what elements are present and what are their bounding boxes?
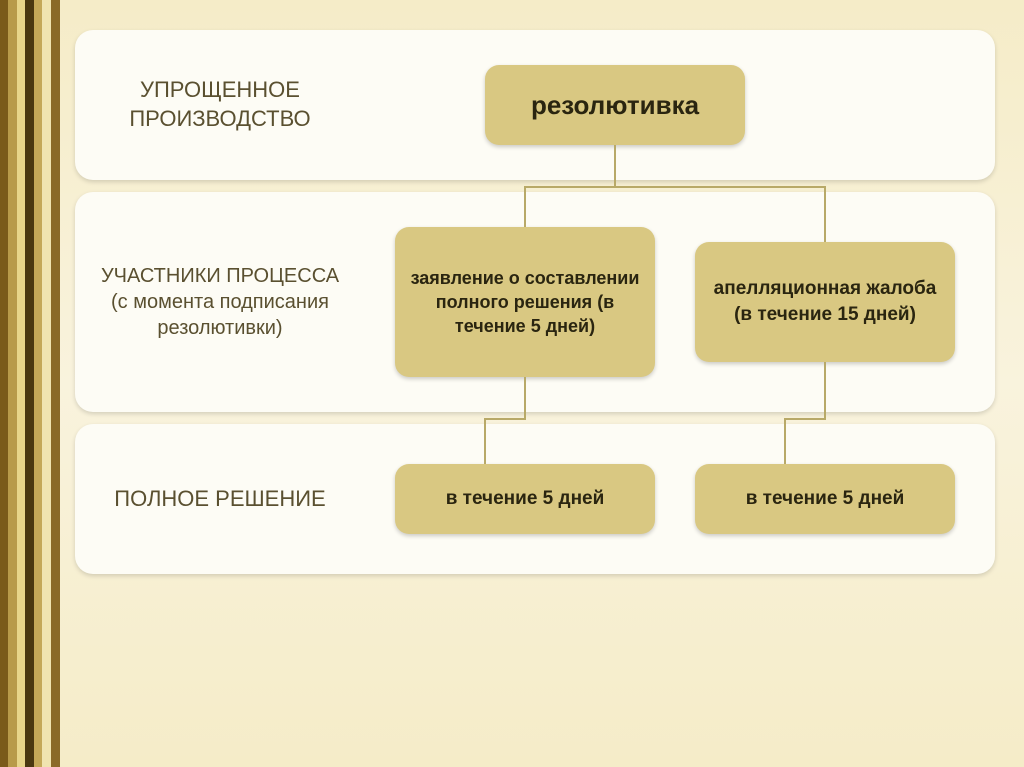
conn-to-leafL bbox=[484, 418, 486, 464]
row2-body: заявление о составлении полного решения … bbox=[365, 192, 995, 412]
row1-label: УПРОЩЕННОЕ ПРОИЗВОДСТВО bbox=[75, 56, 365, 153]
stripe-1 bbox=[8, 0, 17, 767]
node-child-right-text: апелляционная жалоба (в течение 15 дней) bbox=[710, 276, 940, 327]
conn-childL-down bbox=[524, 377, 526, 419]
conn-horizontal-R bbox=[784, 418, 826, 420]
decorative-stripes bbox=[0, 0, 60, 767]
row3-body: в течение 5 дней в течение 5 дней bbox=[365, 424, 995, 574]
row2-label: УЧАСТНИКИ ПРОЦЕССА (с момента подписания… bbox=[75, 243, 365, 361]
stripe-5 bbox=[42, 0, 51, 767]
node-child-left-text: заявление о составлении полного решения … bbox=[410, 266, 640, 339]
stripe-2 bbox=[17, 0, 25, 767]
node-leaf-left: в течение 5 дней bbox=[395, 464, 655, 534]
row-simplified-production: УПРОЩЕННОЕ ПРОИЗВОДСТВО резолютивка bbox=[75, 30, 995, 180]
row-participants: УЧАСТНИКИ ПРОЦЕССА (с момента подписания… bbox=[75, 192, 995, 412]
row3-label: ПОЛНОЕ РЕШЕНИЕ bbox=[75, 465, 365, 534]
stripe-0 bbox=[0, 0, 8, 767]
node-leaf-right: в течение 5 дней bbox=[695, 464, 955, 534]
node-leaf-right-text: в течение 5 дней bbox=[746, 488, 905, 510]
node-leaf-left-text: в течение 5 дней bbox=[446, 488, 605, 510]
stripe-4 bbox=[34, 0, 42, 767]
row1-body: резолютивка bbox=[365, 30, 995, 180]
stripe-6 bbox=[51, 0, 60, 767]
node-child-right: апелляционная жалоба (в течение 15 дней) bbox=[695, 242, 955, 362]
stripe-3 bbox=[25, 0, 34, 767]
conn-to-leafR bbox=[784, 418, 786, 464]
node-child-left: заявление о составлении полного решения … bbox=[395, 227, 655, 377]
conn-childR-down bbox=[824, 362, 826, 419]
conn-horizontal-top bbox=[524, 186, 826, 188]
node-root: резолютивка bbox=[485, 65, 745, 145]
conn-to-childR bbox=[824, 186, 826, 242]
conn-horizontal-L bbox=[484, 418, 526, 420]
conn-to-childL bbox=[524, 186, 526, 227]
row-full-decision: ПОЛНОЕ РЕШЕНИЕ в течение 5 дней в течени… bbox=[75, 424, 995, 574]
diagram-content: УПРОЩЕННОЕ ПРОИЗВОДСТВО резолютивка УЧАС… bbox=[75, 30, 995, 586]
node-root-text: резолютивка bbox=[531, 90, 699, 121]
conn-root-down bbox=[614, 145, 616, 188]
